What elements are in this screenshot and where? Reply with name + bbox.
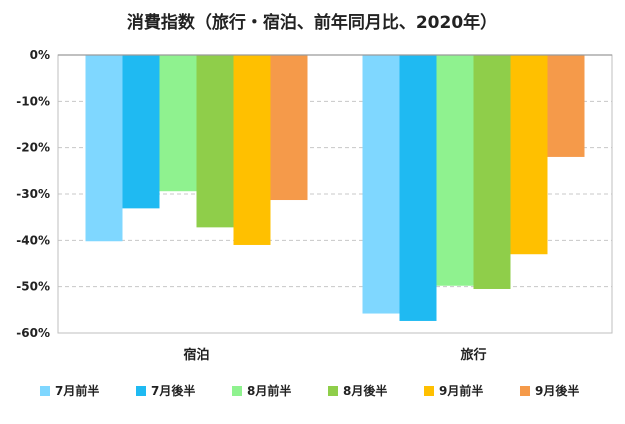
bar — [547, 55, 585, 157]
legend-label: 8月後半 — [343, 383, 387, 398]
legend-swatch — [520, 386, 530, 396]
legend-label: 7月後半 — [151, 383, 195, 398]
bar — [473, 55, 511, 289]
y-tick-label: -40% — [16, 233, 50, 247]
legend-item: 8月前半 — [232, 383, 291, 398]
bar — [362, 55, 400, 314]
x-category-label: 宿泊 — [183, 347, 209, 363]
legend-item: 8月後半 — [328, 383, 387, 398]
legend-swatch — [232, 386, 242, 396]
bar — [270, 55, 308, 201]
y-tick-label: -20% — [16, 141, 50, 155]
y-axis-ticks: 0% -10% -20% -30% -40% -50% -60% — [16, 48, 50, 340]
legend-swatch — [424, 386, 434, 396]
bar — [233, 55, 271, 245]
x-category-label: 旅行 — [460, 347, 486, 363]
bar — [196, 55, 234, 228]
legend-item: 7月前半 — [40, 383, 99, 398]
bar — [85, 55, 123, 242]
legend-label: 9月後半 — [535, 383, 579, 398]
bar — [399, 55, 437, 321]
bar — [122, 55, 160, 209]
legend-label: 7月前半 — [55, 383, 99, 398]
y-tick-label: -50% — [16, 280, 50, 294]
legend-label: 9月前半 — [439, 383, 483, 398]
legend-item: 9月前半 — [424, 383, 483, 398]
legend-item: 9月後半 — [520, 383, 579, 398]
chart-title: 消費指数（旅行・宿泊、前年同月比、2020年） — [127, 12, 497, 33]
bars — [85, 55, 585, 321]
legend-item: 7月後半 — [136, 383, 195, 398]
legend-swatch — [40, 386, 50, 396]
legend-swatch — [328, 386, 338, 396]
y-tick-label: -30% — [16, 187, 50, 201]
y-tick-label: -60% — [16, 326, 50, 340]
legend: 7月前半 7月後半 8月前半 8月後半 9月前半 9月後半 — [40, 383, 579, 398]
bar — [436, 55, 474, 286]
x-axis-categories: 宿泊 旅行 — [183, 347, 486, 363]
legend-label: 8月前半 — [247, 383, 291, 398]
y-tick-label: -10% — [16, 94, 50, 108]
legend-swatch — [136, 386, 146, 396]
bar — [159, 55, 197, 192]
axes — [57, 54, 613, 334]
y-tick-label: 0% — [30, 48, 50, 62]
bar — [510, 55, 548, 255]
